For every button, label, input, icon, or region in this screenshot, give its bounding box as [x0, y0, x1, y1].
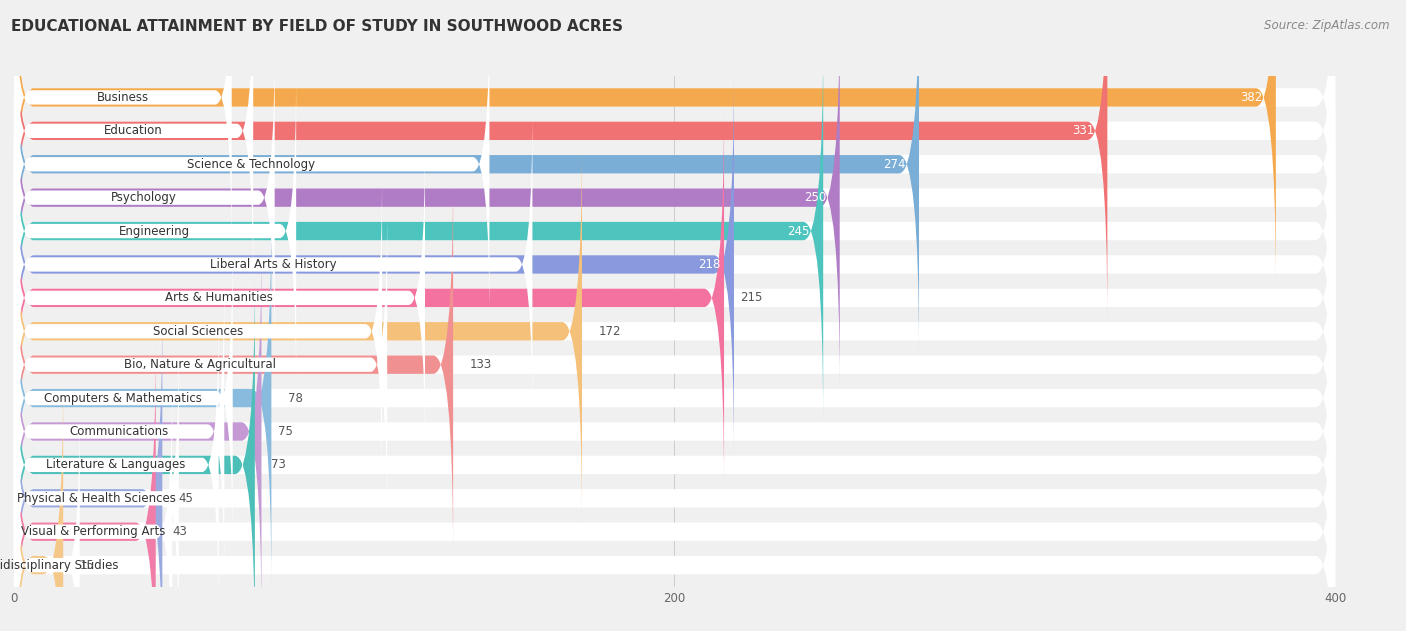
FancyBboxPatch shape	[14, 307, 162, 631]
FancyBboxPatch shape	[14, 205, 387, 524]
Text: Psychology: Psychology	[111, 191, 177, 204]
FancyBboxPatch shape	[14, 0, 1336, 355]
FancyBboxPatch shape	[14, 374, 63, 631]
FancyBboxPatch shape	[14, 374, 1336, 631]
Text: 245: 245	[787, 225, 810, 237]
Text: 15: 15	[80, 558, 94, 572]
FancyBboxPatch shape	[14, 240, 262, 623]
FancyBboxPatch shape	[14, 6, 839, 389]
FancyBboxPatch shape	[14, 405, 80, 631]
Text: Physical & Health Sciences: Physical & Health Sciences	[17, 492, 176, 505]
FancyBboxPatch shape	[14, 240, 1336, 623]
Text: 250: 250	[804, 191, 827, 204]
FancyBboxPatch shape	[14, 174, 1336, 556]
FancyBboxPatch shape	[14, 0, 253, 291]
Text: 215: 215	[741, 292, 763, 304]
FancyBboxPatch shape	[14, 107, 1336, 489]
FancyBboxPatch shape	[14, 338, 179, 631]
Text: Computers & Mathematics: Computers & Mathematics	[44, 392, 202, 404]
Text: EDUCATIONAL ATTAINMENT BY FIELD OF STUDY IN SOUTHWOOD ACRES: EDUCATIONAL ATTAINMENT BY FIELD OF STUDY…	[11, 19, 623, 34]
Text: 331: 331	[1071, 124, 1094, 138]
FancyBboxPatch shape	[14, 71, 297, 391]
FancyBboxPatch shape	[14, 4, 489, 324]
Text: Literature & Languages: Literature & Languages	[46, 458, 186, 471]
FancyBboxPatch shape	[14, 305, 219, 625]
FancyBboxPatch shape	[14, 105, 533, 424]
Text: Communications: Communications	[69, 425, 169, 438]
Text: 73: 73	[271, 458, 287, 471]
Text: Arts & Humanities: Arts & Humanities	[166, 292, 273, 304]
Text: Science & Technology: Science & Technology	[187, 158, 315, 171]
FancyBboxPatch shape	[14, 0, 920, 355]
Text: Social Sciences: Social Sciences	[153, 325, 243, 338]
FancyBboxPatch shape	[14, 0, 232, 257]
Text: Bio, Nature & Agricultural: Bio, Nature & Agricultural	[124, 358, 277, 371]
Text: 78: 78	[288, 392, 302, 404]
Text: 133: 133	[470, 358, 492, 371]
Text: Engineering: Engineering	[120, 225, 190, 237]
FancyBboxPatch shape	[14, 0, 1108, 322]
FancyBboxPatch shape	[14, 307, 1336, 631]
FancyBboxPatch shape	[14, 138, 425, 457]
FancyBboxPatch shape	[14, 40, 1336, 422]
FancyBboxPatch shape	[14, 0, 1336, 322]
Text: Visual & Performing Arts: Visual & Performing Arts	[21, 525, 165, 538]
Text: 43: 43	[173, 525, 187, 538]
Text: Education: Education	[104, 124, 163, 138]
Text: 382: 382	[1240, 91, 1263, 104]
Text: Liberal Arts & History: Liberal Arts & History	[209, 258, 336, 271]
FancyBboxPatch shape	[14, 140, 1336, 522]
FancyBboxPatch shape	[14, 107, 724, 489]
Text: 172: 172	[599, 325, 621, 338]
Text: Source: ZipAtlas.com: Source: ZipAtlas.com	[1264, 19, 1389, 32]
FancyBboxPatch shape	[14, 38, 274, 358]
FancyBboxPatch shape	[14, 274, 254, 631]
FancyBboxPatch shape	[14, 341, 156, 631]
FancyBboxPatch shape	[14, 0, 1336, 289]
FancyBboxPatch shape	[14, 174, 453, 556]
FancyBboxPatch shape	[14, 341, 1336, 631]
Text: 218: 218	[699, 258, 721, 271]
FancyBboxPatch shape	[14, 372, 173, 631]
Text: 45: 45	[179, 492, 194, 505]
Text: 274: 274	[883, 158, 905, 171]
FancyBboxPatch shape	[14, 271, 225, 591]
FancyBboxPatch shape	[14, 274, 1336, 631]
FancyBboxPatch shape	[14, 239, 233, 558]
FancyBboxPatch shape	[14, 73, 734, 456]
FancyBboxPatch shape	[14, 207, 271, 589]
Text: Business: Business	[97, 91, 149, 104]
FancyBboxPatch shape	[14, 207, 1336, 589]
FancyBboxPatch shape	[14, 40, 823, 422]
FancyBboxPatch shape	[14, 0, 1275, 289]
FancyBboxPatch shape	[14, 172, 382, 491]
Text: Multidisciplinary Studies: Multidisciplinary Studies	[0, 558, 120, 572]
Text: 75: 75	[278, 425, 292, 438]
FancyBboxPatch shape	[14, 6, 1336, 389]
FancyBboxPatch shape	[14, 73, 1336, 456]
FancyBboxPatch shape	[14, 140, 582, 522]
